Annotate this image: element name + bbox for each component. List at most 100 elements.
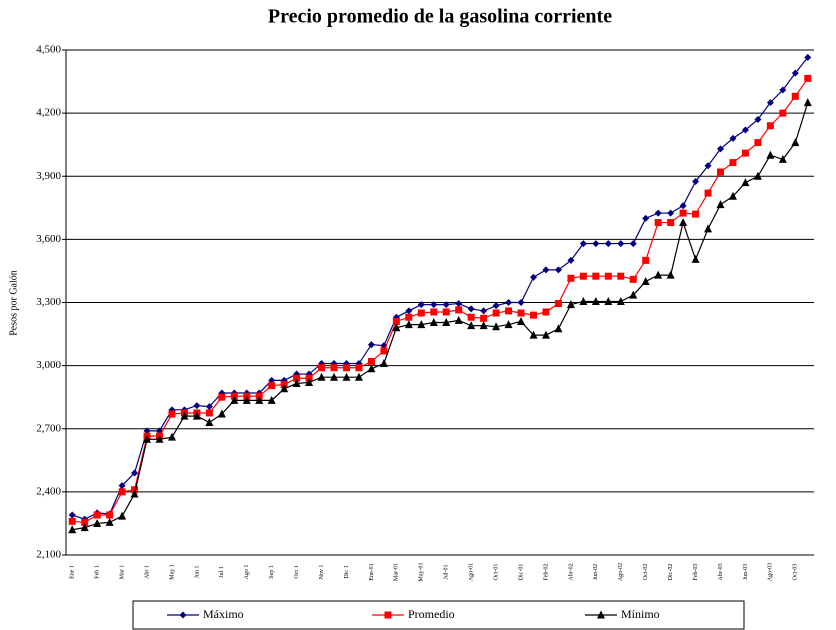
data-point (367, 364, 376, 373)
data-point (455, 306, 463, 314)
data-point (68, 517, 76, 525)
data-point (380, 347, 388, 355)
data-point (430, 308, 438, 316)
data-point (716, 200, 725, 209)
legend-label: Promedio (408, 607, 455, 621)
data-point (654, 219, 662, 227)
data-point (629, 275, 637, 283)
data-point (218, 393, 226, 401)
data-point (529, 330, 538, 339)
data-point (167, 432, 176, 441)
series-line (72, 102, 809, 531)
legend-marker (179, 611, 187, 619)
data-point (579, 296, 588, 305)
data-point (617, 272, 625, 280)
data-point (530, 311, 537, 319)
data-point (93, 518, 102, 527)
x-tick-label: Sep 1 (269, 565, 275, 579)
data-point (318, 364, 326, 372)
data-point (454, 315, 463, 324)
x-tick-label: Nov 1 (319, 565, 325, 580)
x-tick-label: Dic-01 (518, 564, 524, 581)
data-point (343, 364, 350, 372)
data-point (205, 403, 213, 411)
data-point (791, 69, 799, 77)
x-tick-label: Ene 1 (70, 565, 76, 579)
data-point (704, 162, 712, 170)
y-tick-label: 3,000 (36, 359, 61, 371)
data-point (417, 301, 425, 309)
data-point (567, 274, 575, 282)
data-point (105, 517, 114, 526)
data-point (741, 149, 749, 157)
x-tick-label: Jun-03 (743, 564, 749, 580)
data-point (804, 53, 812, 61)
data-point (642, 256, 650, 264)
data-point (242, 395, 251, 404)
data-point (118, 511, 127, 520)
x-tick-label: Abr-03 (718, 563, 724, 580)
data-point (118, 488, 126, 496)
data-point (317, 372, 326, 381)
data-point (367, 341, 375, 349)
data-point (505, 299, 513, 306)
data-point (342, 372, 351, 381)
data-point (728, 191, 737, 200)
x-tick-label: Abr 1 (144, 565, 150, 579)
data-point (293, 374, 301, 382)
data-point (592, 240, 600, 248)
data-point (280, 384, 289, 393)
data-point (791, 92, 799, 100)
y-tick-label: 2,700 (36, 422, 61, 434)
data-point (467, 305, 475, 313)
data-point (604, 272, 612, 280)
x-tick-label: Feb-02 (543, 564, 549, 581)
x-tick-label: Feb-03 (693, 564, 699, 581)
legend-label: Mínimo (621, 607, 660, 621)
data-point (617, 240, 625, 248)
y-axis-label: Pesos por Galón (8, 270, 19, 336)
data-point (704, 224, 713, 233)
data-point (392, 317, 400, 325)
data-point (429, 317, 438, 326)
data-point (442, 301, 450, 309)
x-tick-label: Ago-02 (618, 563, 624, 581)
data-point (367, 357, 375, 365)
data-point (592, 272, 600, 280)
data-point (667, 209, 675, 217)
data-point (804, 74, 812, 82)
y-tick-label: 3,300 (36, 296, 61, 308)
y-tick-label: 3,600 (36, 233, 61, 245)
data-point (803, 98, 812, 107)
data-point (753, 171, 762, 180)
data-point (180, 411, 189, 420)
data-point (554, 300, 562, 308)
data-point (704, 189, 712, 197)
x-tick-label: Ago-03 (768, 563, 774, 581)
data-point (629, 240, 637, 248)
data-point (579, 272, 587, 280)
data-point (480, 314, 488, 322)
x-tick-label: May 1 (169, 564, 175, 580)
data-point (666, 270, 675, 279)
data-point (616, 296, 625, 305)
data-point (405, 307, 413, 315)
data-point (404, 320, 413, 329)
data-point (205, 417, 214, 426)
data-point (106, 511, 114, 519)
data-point (143, 427, 151, 435)
data-point (93, 511, 101, 519)
data-point (355, 364, 363, 372)
data-point (779, 109, 787, 117)
data-point (130, 489, 139, 498)
data-point (717, 168, 724, 176)
data-point (118, 482, 126, 490)
data-point (691, 254, 700, 263)
x-tick-label: Dic-02 (668, 564, 674, 581)
data-point (641, 276, 650, 285)
data-point (717, 145, 724, 153)
series-line (72, 78, 809, 523)
data-point (305, 377, 314, 386)
data-point (541, 330, 550, 339)
